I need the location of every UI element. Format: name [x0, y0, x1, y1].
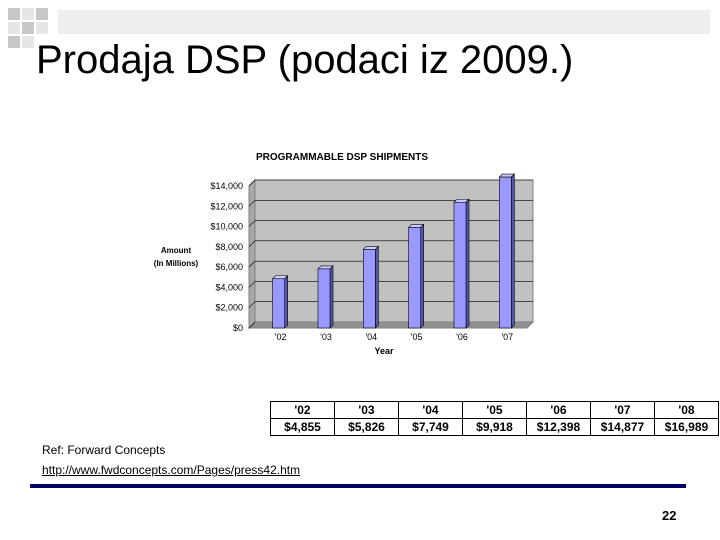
bar [272, 278, 285, 329]
x-tick-label: '06 [456, 332, 468, 342]
x-axis-label: Year [374, 346, 394, 356]
y-tick-label: $10,000 [210, 222, 243, 232]
y-tick-label: $0 [233, 323, 243, 333]
reference-link[interactable]: http://www.fwdconcepts.com/Pages/press42… [42, 463, 301, 477]
decor-band [58, 10, 710, 34]
decor-square [36, 22, 48, 34]
bar-side [420, 223, 424, 329]
decor-square [8, 22, 20, 34]
gridline-side [248, 260, 256, 268]
bar [453, 201, 467, 329]
y-tick-label: $2,000 [215, 303, 243, 313]
y-tick-label: $12,000 [210, 201, 243, 211]
gridline-side [248, 321, 256, 329]
x-tick-label: '07 [501, 332, 513, 342]
table-header-row: '02 '03 '04 '05 '06 '07 '08 [270, 401, 719, 419]
plot-side-wall [248, 178, 256, 330]
gridline-side [248, 200, 256, 207]
table-value-row: $4,855 $5,826 $7,749 $9,918 $12,398 $14,… [270, 418, 719, 436]
y-axis-label: Amount [161, 246, 192, 255]
gridline-side [248, 301, 256, 308]
bar [408, 227, 421, 329]
table-header-cell: '07 [590, 401, 655, 419]
table-value-cell: $14,877 [590, 418, 655, 436]
x-tick-label: '03 [320, 332, 332, 342]
table-header-cell: '05 [462, 401, 527, 419]
page-number: 22 [662, 508, 677, 523]
footer-rule [30, 484, 686, 488]
bar [499, 176, 512, 329]
decor-square [36, 8, 48, 20]
table-value-cell: $9,918 [462, 418, 527, 436]
bar [317, 268, 331, 329]
table-header-cell: '03 [334, 401, 399, 419]
bar-side [465, 198, 470, 329]
bar [363, 249, 376, 329]
bar-side [511, 173, 515, 329]
plot-floor [247, 321, 535, 329]
x-tick-label: '04 [365, 332, 377, 342]
bar-side [329, 265, 334, 329]
table-value-cell: $16,989 [654, 418, 719, 436]
reference-text: Ref: Forward Concepts [42, 443, 166, 457]
table-header-cell: '08 [654, 401, 719, 419]
table-header-cell: '06 [526, 401, 591, 419]
y-tick-label: $8,000 [215, 242, 243, 252]
title-decoration [8, 8, 710, 48]
slide-title: Prodaja DSP (podaci iz 2009.) [36, 38, 574, 82]
y-tick-label: $4,000 [215, 282, 243, 292]
table-value-cell: $12,398 [526, 418, 591, 436]
gridline-side [248, 281, 256, 288]
plot-background [254, 179, 534, 323]
table-value-cell: $5,826 [334, 418, 399, 436]
gridline-side [248, 179, 256, 187]
table-header-cell: '02 [270, 401, 335, 419]
y-tick-label: $14,000 [210, 181, 243, 191]
decor-square [22, 36, 34, 48]
bar-side [375, 245, 379, 329]
table-header-cell: '04 [398, 401, 463, 419]
dsp-shipments-chart: $0 $2,000 $4,000 $6,000 $8,000 $10,000 $12,000… [154, 152, 535, 356]
y-tick-label: $6,000 [215, 262, 243, 272]
x-tick-label: '02 [275, 332, 287, 342]
decor-square [8, 36, 20, 48]
decor-square [22, 22, 34, 34]
gridline-side [248, 220, 256, 227]
x-tick-label: '05 [411, 332, 423, 342]
table-value-cell: $7,749 [398, 418, 463, 436]
decor-square [8, 8, 20, 20]
table-value-cell: $4,855 [270, 418, 335, 436]
gridline-side [248, 240, 256, 248]
bar-side [284, 275, 288, 329]
chart-title: PROGRAMMABLE DSP SHIPMENTS [256, 152, 428, 163]
shipments-table: '02 '03 '04 '05 '06 '07 '08 $4,855 $5,82… [270, 401, 719, 436]
y-axis-label-units: (In Millions) [154, 259, 199, 268]
decor-square [22, 8, 34, 20]
